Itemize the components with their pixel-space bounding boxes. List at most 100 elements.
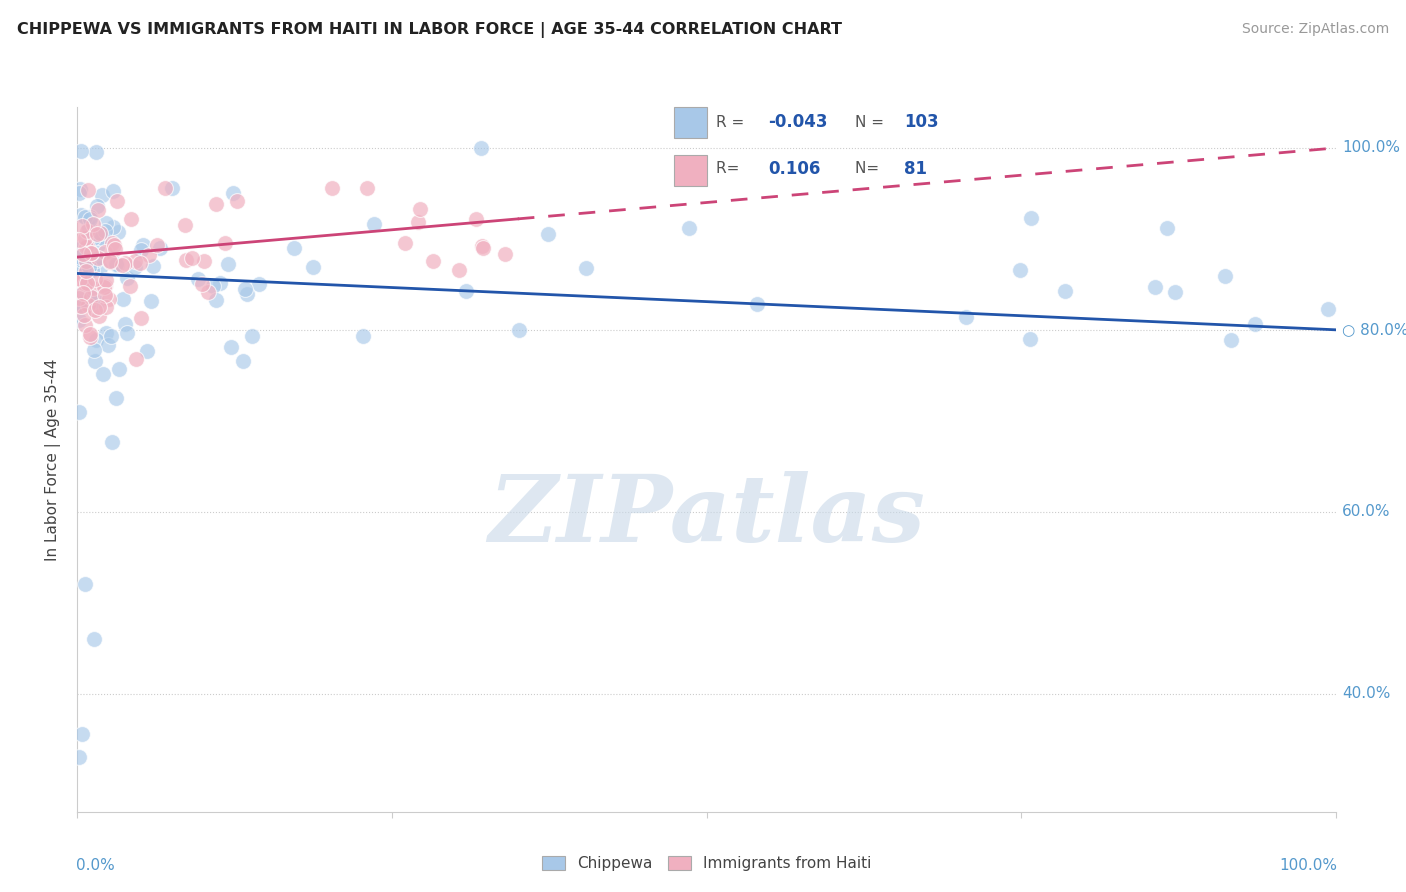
Point [409, 202, 432, 217]
Point [67, 186, 90, 200]
Point [86, 199, 108, 213]
Point [1008, 263, 1031, 277]
Point [454, 284, 477, 298]
Point [160, 181, 183, 195]
Point [124, 254, 146, 268]
Point [79, 289, 101, 303]
Point [101, 235, 124, 250]
Point [94, 273, 117, 287]
Point [575, 260, 598, 275]
Point [86, 202, 108, 217]
Point [508, 323, 530, 337]
Point [111, 293, 134, 307]
Point [470, 141, 492, 155]
Point [77, 183, 100, 197]
Point [73, 258, 96, 272]
Point [221, 186, 243, 201]
Point [104, 242, 127, 256]
Point [100, 329, 122, 343]
Point [217, 257, 239, 271]
Point [70, 274, 93, 288]
Point [87, 310, 110, 324]
Point [193, 254, 215, 268]
Text: R =: R = [716, 115, 749, 130]
FancyBboxPatch shape [675, 155, 707, 186]
Point [73, 277, 96, 292]
Point [98, 254, 121, 268]
Point [1019, 211, 1042, 225]
Point [114, 317, 136, 331]
Point [173, 218, 195, 232]
Text: ZIPatlas: ZIPatlas [488, 471, 925, 561]
FancyBboxPatch shape [675, 107, 707, 137]
Point [67, 291, 90, 305]
Text: 0.106: 0.106 [768, 160, 821, 178]
Text: Source: ZipAtlas.com: Source: ZipAtlas.com [1241, 22, 1389, 37]
Point [82, 217, 104, 231]
Point [1317, 301, 1340, 316]
Point [101, 435, 124, 450]
Point [115, 271, 138, 285]
Point [83, 632, 105, 646]
Point [76, 224, 98, 238]
Point [447, 262, 470, 277]
Point [75, 265, 97, 279]
Point [302, 260, 325, 274]
Point [465, 211, 488, 226]
Point [129, 255, 152, 269]
Point [76, 277, 98, 291]
Legend: Chippewa, Immigrants from Haiti: Chippewa, Immigrants from Haiti [541, 856, 872, 871]
Point [80, 245, 103, 260]
Point [67, 275, 90, 289]
Point [77, 260, 100, 275]
Point [394, 236, 416, 251]
Point [69, 182, 91, 196]
Point [90, 188, 112, 202]
Point [408, 215, 430, 229]
Point [96, 300, 118, 314]
Point [69, 144, 91, 158]
Point [103, 238, 125, 252]
Point [225, 194, 247, 209]
Point [89, 226, 111, 240]
Point [236, 286, 259, 301]
Point [90, 227, 112, 241]
Text: CHIPPEWA VS IMMIGRANTS FROM HAITI IN LABOR FORCE | AGE 35-44 CORRELATION CHART: CHIPPEWA VS IMMIGRANTS FROM HAITI IN LAB… [17, 22, 842, 38]
Point [1144, 279, 1167, 293]
Text: 60.0%: 60.0% [1341, 504, 1391, 519]
Point [79, 326, 101, 341]
Point [94, 326, 117, 341]
Point [84, 145, 107, 159]
Point [89, 260, 111, 275]
Point [94, 217, 117, 231]
Point [75, 253, 97, 268]
Point [70, 260, 93, 275]
Point [745, 297, 768, 311]
Text: ○ 80.0%: ○ 80.0% [1341, 322, 1406, 337]
Point [75, 231, 97, 245]
Point [472, 241, 495, 255]
Point [494, 247, 516, 261]
Point [89, 300, 111, 314]
Text: 81: 81 [904, 160, 927, 178]
Point [69, 300, 91, 314]
Point [955, 310, 977, 324]
Point [283, 241, 305, 255]
Point [136, 343, 159, 358]
Point [67, 299, 90, 313]
Point [471, 238, 494, 252]
Text: N =: N = [855, 115, 889, 130]
Point [1053, 284, 1076, 298]
Point [219, 340, 242, 354]
Point [1243, 318, 1265, 332]
Point [205, 293, 228, 308]
Point [208, 276, 231, 290]
Point [105, 391, 128, 405]
Point [67, 313, 90, 327]
Point [114, 256, 136, 270]
Point [125, 351, 148, 366]
Point [86, 333, 108, 347]
Point [139, 294, 162, 309]
Point [67, 750, 90, 764]
Point [79, 210, 101, 224]
